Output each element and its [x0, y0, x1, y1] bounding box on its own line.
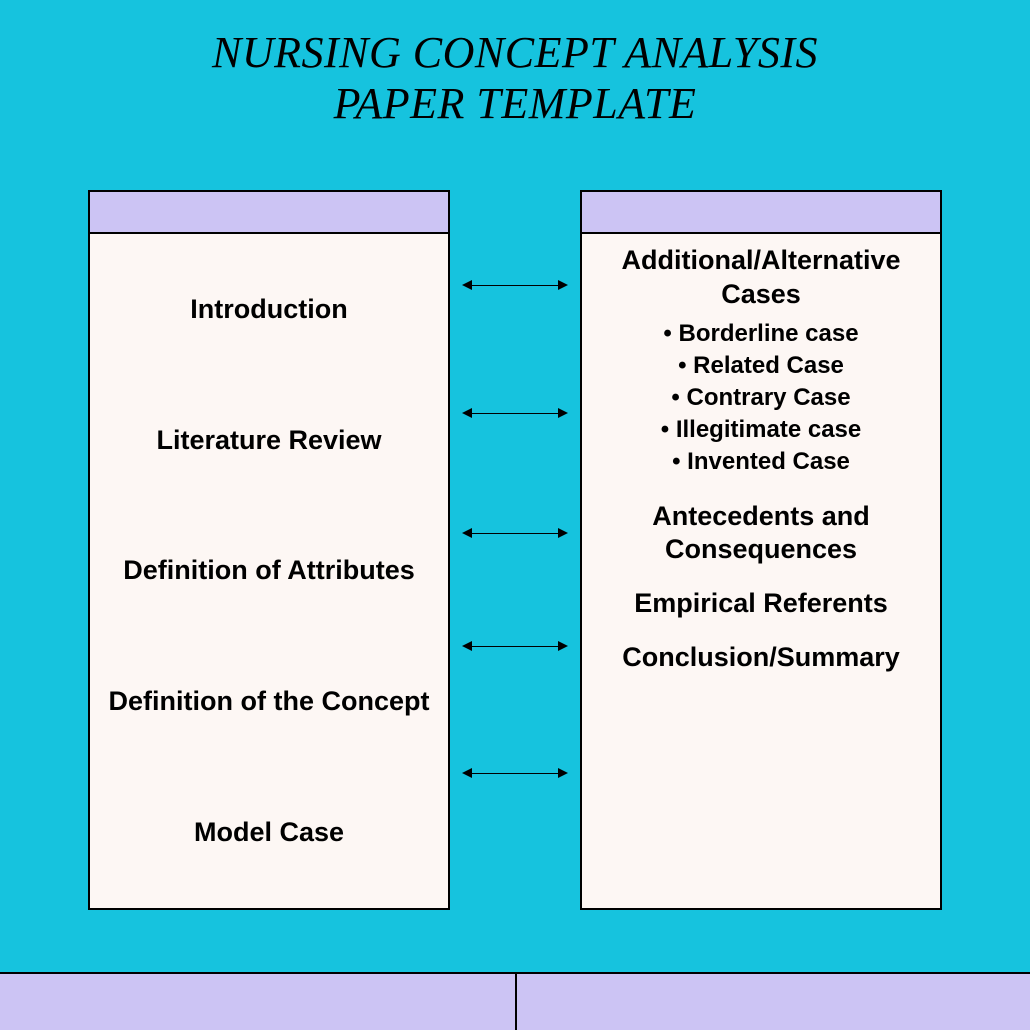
left-item-4: Model Case [96, 817, 442, 848]
right-subitem-0-1: Related Case [588, 352, 934, 380]
arrow-head-left-icon [462, 280, 472, 290]
arrow-line [472, 646, 558, 647]
right-block-0: Additional/Alternative Cases Borderline c… [588, 244, 934, 480]
right-subitem-0-2: Contrary Case [588, 384, 934, 412]
arrow-line [472, 533, 558, 534]
arrow-line [472, 285, 558, 286]
arrow-line [472, 413, 558, 414]
right-sublist-0: Borderline case Related Case Contrary Case… [588, 320, 934, 476]
left-panel-header [90, 192, 448, 234]
double-arrow-3 [462, 641, 568, 651]
right-heading-3: Conclusion/Summary [588, 641, 934, 675]
arrow-head-right-icon [558, 768, 568, 778]
right-block-1: Antecedents and Consequences [588, 500, 934, 568]
bottom-bar-divider [515, 972, 517, 1030]
right-panel: Additional/Alternative Cases Borderline c… [580, 190, 942, 910]
arrow-head-right-icon [558, 408, 568, 418]
double-arrow-2 [462, 528, 568, 538]
double-arrow-0 [462, 280, 568, 290]
arrow-head-left-icon [462, 768, 472, 778]
right-panel-header [582, 192, 940, 234]
left-item-1: Literature Review [96, 425, 442, 456]
right-block-3: Conclusion/Summary [588, 641, 934, 675]
left-item-2: Definition of Attributes [96, 555, 442, 586]
arrow-head-right-icon [558, 280, 568, 290]
right-subitem-0-4: Invented Case [588, 448, 934, 476]
arrow-head-right-icon [558, 528, 568, 538]
arrow-line [472, 773, 558, 774]
arrow-head-right-icon [558, 641, 568, 651]
double-arrow-4 [462, 768, 568, 778]
arrow-head-left-icon [462, 641, 472, 651]
arrow-head-left-icon [462, 408, 472, 418]
right-subitem-0-0: Borderline case [588, 320, 934, 348]
double-arrow-1 [462, 408, 568, 418]
arrow-head-left-icon [462, 528, 472, 538]
left-panel-body: Introduction Literature Review Definition … [90, 234, 448, 908]
right-heading-2: Empirical Referents [588, 587, 934, 621]
left-panel: Introduction Literature Review Definition … [88, 190, 450, 910]
right-heading-1: Antecedents and Consequences [588, 500, 934, 568]
right-panel-body: Additional/Alternative Cases Borderline c… [582, 234, 940, 908]
title-line-2: PAPER TEMPLATE [334, 79, 697, 128]
right-block-2: Empirical Referents [588, 587, 934, 621]
right-heading-0: Additional/Alternative Cases [588, 244, 934, 312]
right-subitem-0-3: Illegitimate case [588, 416, 934, 444]
left-item-0: Introduction [96, 294, 442, 325]
page-title: NURSING CONCEPT ANALYSIS PAPER TEMPLATE [0, 28, 1030, 129]
title-line-1: NURSING CONCEPT ANALYSIS [212, 28, 818, 77]
left-item-3: Definition of the Concept [96, 686, 442, 717]
